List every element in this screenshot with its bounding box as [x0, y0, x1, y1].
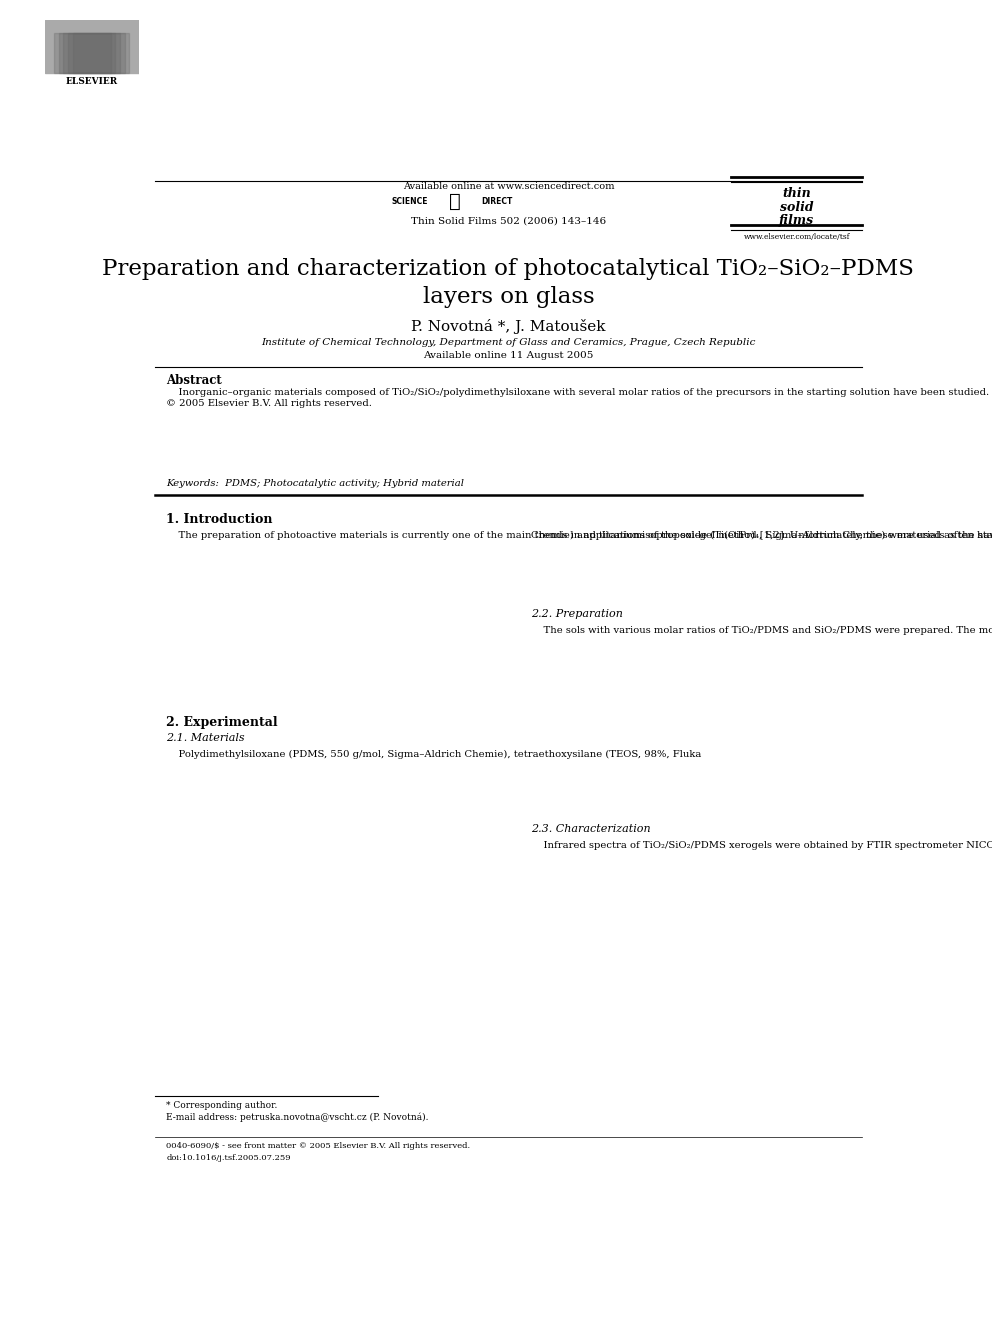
Text: Preparation and characterization of photocatalytical TiO₂–SiO₂–PDMS
layers on gl: Preparation and characterization of phot… — [102, 258, 915, 307]
Text: SCIENCE: SCIENCE — [391, 197, 428, 206]
Text: doi:10.1016/j.tsf.2005.07.259: doi:10.1016/j.tsf.2005.07.259 — [167, 1154, 291, 1162]
Bar — [59, 33, 115, 73]
Text: Chemie) and titaniumisopropoxide (Ti(OiPr)₄, Sigma–Aldrich Chemie) were used as : Chemie) and titaniumisopropoxide (Ti(OiP… — [532, 531, 992, 540]
Text: E-mail address: petruska.novotna@vscht.cz (P. Novotná).: E-mail address: petruska.novotna@vscht.c… — [167, 1113, 429, 1122]
Text: solid: solid — [780, 201, 813, 213]
Bar — [45, 20, 139, 73]
Text: 0040-6090/$ - see front matter © 2005 Elsevier B.V. All rights reserved.: 0040-6090/$ - see front matter © 2005 El… — [167, 1142, 470, 1150]
Text: ⓐ: ⓐ — [448, 193, 460, 210]
Text: 2. Experimental: 2. Experimental — [167, 716, 278, 729]
Text: Thin Solid Films 502 (2006) 143–146: Thin Solid Films 502 (2006) 143–146 — [411, 217, 606, 226]
Bar — [73, 33, 129, 73]
Text: Keywords:  PDMS; Photocatalytic activity; Hybrid material: Keywords: PDMS; Photocatalytic activity;… — [167, 479, 464, 488]
Text: Institute of Chemical Technology, Department of Glass and Ceramics, Prague, Czec: Institute of Chemical Technology, Depart… — [261, 339, 756, 347]
Text: * Corresponding author.: * Corresponding author. — [167, 1101, 278, 1110]
Text: Available online 11 August 2005: Available online 11 August 2005 — [424, 352, 593, 360]
Text: ELSEVIER: ELSEVIER — [65, 77, 118, 86]
Text: The sols with various molar ratios of TiO₂/PDMS and SiO₂/PDMS were prepared. The: The sols with various molar ratios of Ti… — [532, 626, 992, 635]
Text: Abstract: Abstract — [167, 373, 222, 386]
Text: Infrared spectra of TiO₂/SiO₂/PDMS xerogels were obtained by FTIR spectrometer N: Infrared spectra of TiO₂/SiO₂/PDMS xerog… — [532, 841, 992, 851]
Text: Available online at www.sciencedirect.com: Available online at www.sciencedirect.co… — [403, 183, 614, 192]
Text: thin: thin — [783, 188, 811, 200]
Text: films: films — [779, 214, 814, 226]
Bar — [63, 33, 120, 73]
Text: DIRECT: DIRECT — [481, 197, 513, 206]
Text: www.elsevier.com/locate/tsf: www.elsevier.com/locate/tsf — [743, 233, 850, 241]
Text: 2.2. Preparation: 2.2. Preparation — [532, 609, 623, 619]
Bar — [68, 33, 125, 73]
Text: P. Novotná *, J. Matoušek: P. Novotná *, J. Matoušek — [411, 319, 606, 333]
Text: 2.3. Characterization: 2.3. Characterization — [532, 824, 651, 833]
Text: Polydimethylsiloxane (PDMS, 550 g/mol, Sigma–Aldrich Chemie), tetraethoxysilane : Polydimethylsiloxane (PDMS, 550 g/mol, S… — [167, 750, 701, 758]
Text: The preparation of photoactive materials is currently one of the main trends in : The preparation of photoactive materials… — [167, 531, 992, 540]
Text: 1. Introduction: 1. Introduction — [167, 513, 273, 527]
Text: Inorganic–organic materials composed of TiO₂/SiO₂/polydimethylsiloxane with seve: Inorganic–organic materials composed of … — [167, 388, 992, 409]
Bar — [55, 33, 111, 73]
Text: 2.1. Materials: 2.1. Materials — [167, 733, 245, 744]
